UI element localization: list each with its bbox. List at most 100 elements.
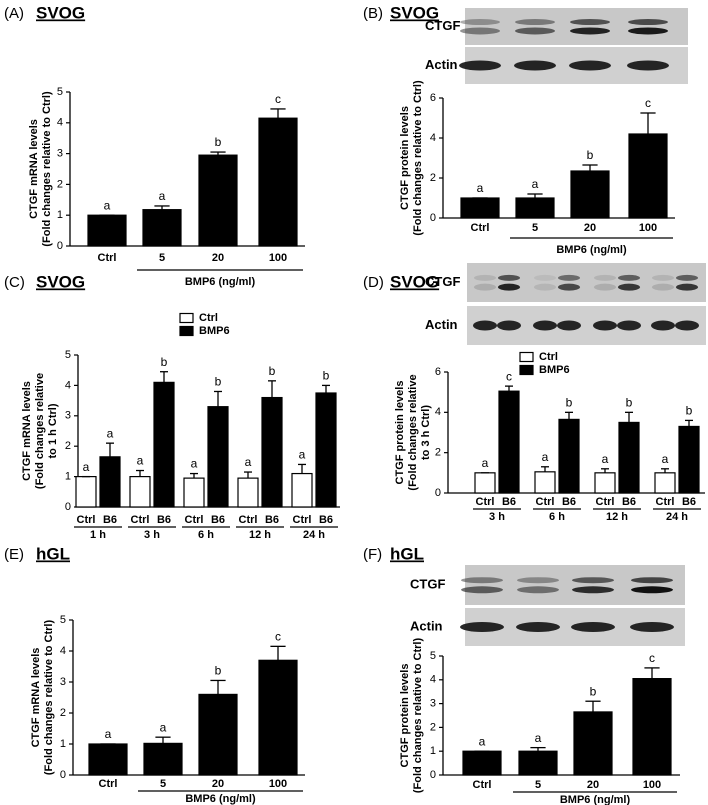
blot-band <box>517 577 559 584</box>
group-label: 24 h <box>303 529 325 541</box>
x-tick-label: 20 <box>212 252 224 264</box>
y-axis-label: CTGF mRNA levels <box>21 381 33 481</box>
blot-band <box>534 283 556 291</box>
x-tick-label: Ctrl <box>98 252 117 264</box>
x-tick-label: Ctrl <box>471 222 490 234</box>
blot-band <box>651 320 675 331</box>
x-tick-label: Ctrl <box>185 514 204 526</box>
group-label: BMP6 (ng/ml) <box>556 244 627 256</box>
bar <box>129 476 151 508</box>
y-tick-label: 5 <box>57 86 63 98</box>
blot-label: CTGF <box>425 18 460 33</box>
significance-letter: a <box>535 731 542 745</box>
group-label: 1 h <box>90 529 106 541</box>
panel-label: (C) <box>4 274 25 291</box>
y-axis-label: CTGF protein levels <box>399 664 411 768</box>
bar <box>628 133 668 219</box>
y-tick-label: 2 <box>65 440 71 452</box>
x-tick-label: Ctrl <box>656 496 675 508</box>
y-tick-label: 3 <box>60 676 66 688</box>
y-axis-label: CTGF mRNA levels <box>30 648 42 748</box>
blot-band <box>594 283 616 291</box>
bar <box>143 742 183 776</box>
group-label: BMP6 (ng/ml) <box>185 276 256 288</box>
x-tick-label: 20 <box>587 779 599 791</box>
y-axis-label: to 1 h Ctrl) <box>47 403 59 458</box>
blot-band <box>675 320 699 331</box>
bar <box>474 472 496 494</box>
blot-ctgf <box>465 8 688 45</box>
x-tick-label: Ctrl <box>131 514 150 526</box>
blot-band <box>572 586 614 594</box>
y-tick-label: 5 <box>65 349 71 361</box>
significance-letter: b <box>161 355 168 369</box>
legend-swatch <box>519 364 534 376</box>
blot-band <box>618 274 640 281</box>
significance-letter: c <box>275 630 281 644</box>
blot-band <box>498 274 520 281</box>
blot-band <box>652 283 674 291</box>
bar <box>183 477 205 508</box>
bar <box>198 693 238 776</box>
x-tick-label: B6 <box>319 514 333 526</box>
bar <box>258 117 298 247</box>
significance-letter: b <box>590 684 597 698</box>
blot-ctgf <box>465 565 685 605</box>
significance-letter: a <box>299 448 306 462</box>
significance-letter: a <box>542 450 549 464</box>
y-axis-label: (Fold changes relative <box>407 374 419 490</box>
significance-letter: b <box>686 404 693 418</box>
blot-band <box>570 19 610 26</box>
y-tick-label: 4 <box>57 117 63 129</box>
cell-label: SVOG <box>36 272 85 291</box>
blot-band <box>533 320 557 331</box>
x-tick-label: 5 <box>160 778 166 790</box>
bar <box>570 170 610 219</box>
bar <box>88 743 128 776</box>
bar <box>518 750 558 776</box>
bar <box>594 472 616 494</box>
group-label: 12 h <box>249 529 271 541</box>
y-tick-label: 4 <box>65 379 71 391</box>
significance-letter: a <box>532 177 539 191</box>
bar <box>654 472 676 494</box>
significance-letter: c <box>649 651 655 665</box>
y-axis-label: CTGF mRNA levels <box>28 119 40 219</box>
cell-label: SVOG <box>390 3 439 22</box>
x-tick-label: Ctrl <box>239 514 258 526</box>
x-tick-label: Ctrl <box>596 496 615 508</box>
x-tick-label: 20 <box>584 222 596 234</box>
significance-letter: b <box>626 396 633 410</box>
blot-band <box>459 60 501 71</box>
bar <box>237 477 259 508</box>
blot-band <box>558 274 580 281</box>
significance-letter: b <box>566 396 573 410</box>
x-tick-label: 5 <box>159 252 165 264</box>
significance-letter: a <box>83 460 90 474</box>
x-tick-label: Ctrl <box>77 514 96 526</box>
blot-band <box>515 19 555 26</box>
blot-band <box>618 283 640 291</box>
significance-letter: b <box>215 135 222 149</box>
bar <box>573 711 613 776</box>
y-axis-label: to 3 h Ctrl) <box>420 405 432 460</box>
blot-band <box>557 320 581 331</box>
blot-band <box>474 274 496 281</box>
bar <box>153 381 175 508</box>
significance-letter: b <box>269 364 276 378</box>
significance-letter: b <box>215 664 222 678</box>
x-tick-label: Ctrl <box>99 778 118 790</box>
x-tick-label: Ctrl <box>536 496 555 508</box>
x-tick-label: Ctrl <box>293 514 312 526</box>
y-tick-label: 6 <box>430 92 436 104</box>
blot-band <box>676 283 698 291</box>
blot-band <box>676 274 698 281</box>
bar <box>515 197 555 219</box>
y-tick-label: 1 <box>60 738 66 750</box>
x-tick-label: Ctrl <box>476 496 495 508</box>
blot-band <box>517 586 559 594</box>
y-tick-label: 1 <box>57 209 63 221</box>
x-tick-label: B6 <box>265 514 279 526</box>
y-tick-label: 0 <box>435 487 441 499</box>
